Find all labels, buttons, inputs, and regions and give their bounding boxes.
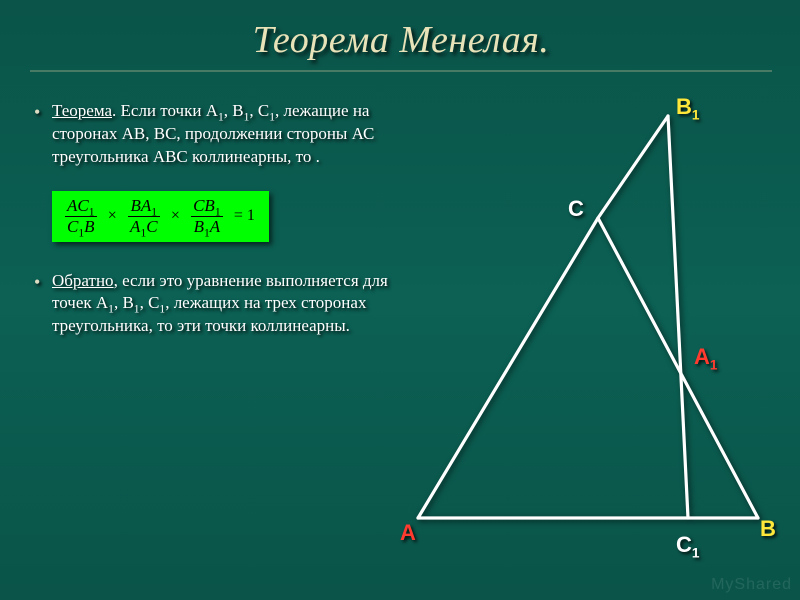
formula-box: AC1 C1B × BA1 A1C × CB1 B1A = 1 (52, 191, 269, 242)
fraction-3: CB1 B1A (191, 197, 223, 236)
text-column: Теорема. Если точки А1, В1, С1, лежащие … (30, 100, 400, 360)
vertex-label-C: С (568, 196, 584, 222)
vertex-label-C1: С1 (676, 532, 699, 558)
times-1: × (108, 207, 117, 224)
slide-title: Теорема Менелая. (30, 18, 772, 72)
vertex-label-B: В (760, 516, 776, 542)
fraction-1: AC1 C1B (65, 197, 97, 236)
fraction-2: BA1 A1C (128, 197, 160, 236)
triangle-diagram: АВСА1В1С1 (378, 98, 778, 558)
vertex-label-B1: В1 (676, 94, 699, 120)
equals: = 1 (234, 207, 255, 224)
bullet-lead-2: Обратно (52, 271, 114, 290)
formula-wrap: AC1 C1B × BA1 A1C × CB1 B1A = 1 (52, 191, 400, 242)
vertex-label-A1: А1 (694, 344, 717, 370)
vertex-label-A: А (400, 520, 416, 546)
watermark: MyShared (711, 576, 792, 594)
bullet-converse: Обратно, если это уравнение выполняется … (30, 270, 400, 339)
times-2: × (171, 207, 180, 224)
bullet-lead: Теорема (52, 101, 112, 120)
bullet-theorem: Теорема. Если точки А1, В1, С1, лежащие … (30, 100, 400, 169)
slide: Теорема Менелая. Теорема. Если точки А1,… (0, 0, 800, 600)
triangle-svg (378, 98, 778, 558)
